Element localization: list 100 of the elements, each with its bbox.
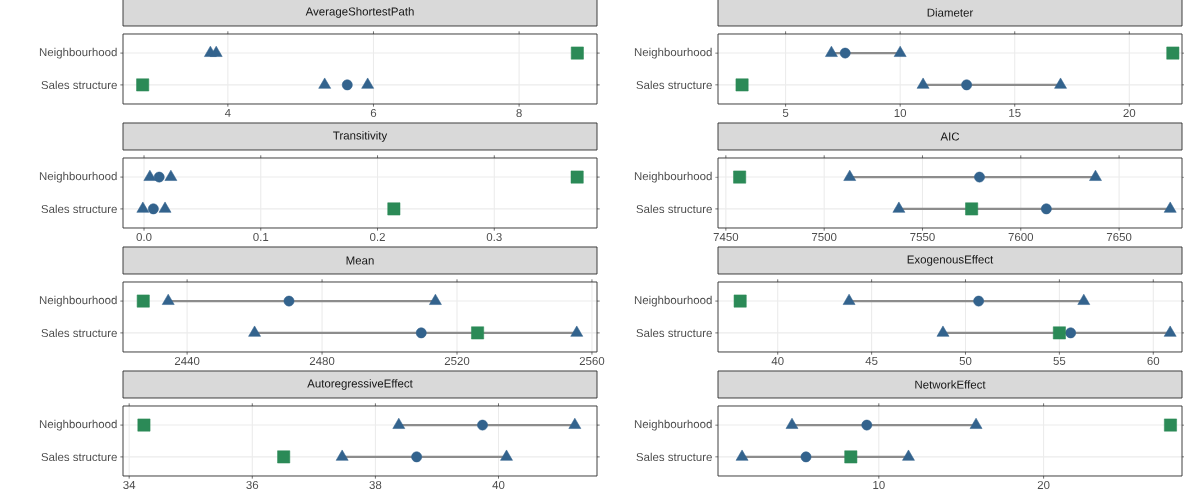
point	[861, 419, 873, 431]
x-tick-label: 50	[959, 356, 972, 366]
point	[842, 293, 856, 305]
x-tick-label: 34	[123, 480, 136, 490]
y-tick-label: Sales structure	[636, 452, 712, 462]
point	[936, 325, 950, 337]
point	[335, 449, 349, 461]
point	[570, 325, 584, 337]
point	[1052, 326, 1066, 340]
point	[570, 170, 584, 184]
point	[902, 449, 915, 461]
point	[500, 449, 513, 461]
point	[844, 450, 858, 464]
x-tick-label: 10	[894, 108, 907, 118]
chart-title: AutoregressiveEffect	[307, 379, 413, 390]
point	[153, 171, 165, 183]
chart-title: Transitivity	[333, 131, 388, 142]
point	[974, 171, 985, 183]
x-tick-label: 0.3	[486, 232, 502, 242]
x-tick-label: 36	[246, 480, 259, 490]
y-tick-label: Neighbourhood	[39, 47, 117, 59]
y-tick-label: Sales structure	[636, 80, 712, 90]
point	[973, 295, 984, 307]
point	[136, 201, 150, 213]
x-tick-label: 6	[370, 108, 377, 118]
y-tick-label: Neighbourhood	[39, 171, 117, 183]
point	[800, 451, 812, 463]
y-tick-label: Sales structure	[41, 452, 117, 462]
point	[277, 450, 291, 464]
point	[735, 78, 749, 92]
y-tick-label: Neighbourhood	[634, 419, 712, 431]
point	[916, 77, 930, 89]
x-tick-label: 2520	[444, 356, 470, 366]
point	[965, 202, 979, 216]
point	[825, 45, 838, 57]
y-tick-label: Neighbourhood	[39, 419, 117, 431]
x-tick-label: 20	[1037, 480, 1050, 490]
y-tick-label: Neighbourhood	[634, 47, 712, 59]
chart-title: Mean	[346, 256, 374, 265]
point	[1164, 418, 1177, 432]
chart-title: AIC	[940, 132, 960, 141]
x-tick-label: 40	[771, 356, 784, 366]
x-tick-label: 20	[1123, 108, 1136, 118]
point	[1041, 203, 1052, 215]
x-tick-label: 8	[516, 108, 522, 118]
point	[1089, 169, 1102, 181]
x-tick-label: 0.2	[369, 232, 385, 242]
x-tick-label: 60	[1147, 356, 1160, 366]
point	[568, 417, 582, 429]
chart-title: Diameter	[927, 8, 974, 17]
chart-title: NetworkEffect	[915, 380, 986, 389]
x-tick-label: 7550	[910, 232, 935, 242]
point	[471, 326, 484, 340]
x-tick-label: 7500	[812, 232, 837, 242]
x-tick-label: 40	[492, 480, 505, 490]
x-tick-label: 7450	[713, 232, 739, 242]
point	[143, 169, 157, 181]
point	[209, 45, 223, 57]
point	[1077, 293, 1091, 305]
point	[477, 419, 488, 431]
point	[137, 418, 151, 432]
point	[161, 293, 175, 305]
point	[318, 77, 331, 89]
point	[136, 78, 150, 92]
y-tick-label: Neighbourhood	[634, 295, 712, 307]
point	[839, 47, 851, 59]
point	[961, 79, 972, 91]
point	[1065, 327, 1076, 339]
point	[785, 417, 799, 429]
x-tick-label: 4	[224, 108, 231, 117]
point	[164, 169, 178, 181]
point	[361, 77, 374, 89]
point	[148, 203, 159, 215]
x-tick-label: 10	[873, 480, 885, 490]
point	[415, 327, 427, 339]
point	[1054, 77, 1067, 89]
point	[429, 293, 442, 305]
y-tick-label: Neighbourhood	[634, 171, 712, 183]
point	[387, 202, 401, 216]
x-tick-label: 2560	[579, 356, 605, 366]
x-tick-label: 7650	[1106, 232, 1132, 242]
point	[1166, 46, 1180, 60]
x-tick-label: 15	[1009, 108, 1021, 117]
point	[283, 295, 295, 307]
point	[893, 45, 907, 57]
y-tick-label: Sales structure	[41, 80, 117, 90]
point	[136, 294, 150, 308]
point	[248, 325, 261, 337]
x-tick-label: 2440	[174, 356, 200, 366]
chart-title: ExogenousEffect	[907, 255, 994, 266]
point	[392, 417, 406, 429]
y-tick-label: Sales structure	[636, 328, 712, 338]
point	[733, 294, 747, 308]
point	[341, 79, 353, 91]
x-tick-label: 38	[369, 480, 382, 490]
chart-title: AverageShortestPath	[305, 7, 414, 18]
point	[570, 46, 584, 60]
point	[158, 201, 172, 213]
point	[843, 169, 857, 181]
point	[892, 201, 906, 213]
